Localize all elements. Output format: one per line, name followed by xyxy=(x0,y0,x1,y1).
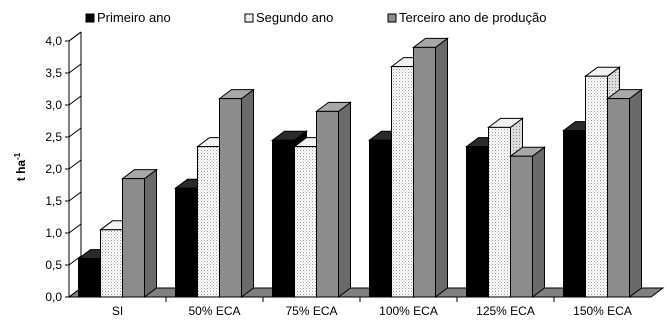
x-tick-label: 100% ECA xyxy=(379,304,438,318)
bar-front-face xyxy=(607,98,630,298)
x-tick-label: 50% ECA xyxy=(188,304,240,318)
bar-terceiro-ano xyxy=(606,88,643,298)
legend-swatch-segundo-ano xyxy=(244,13,254,23)
bar-side-face xyxy=(338,101,351,298)
y-axis-title: t ha-1 xyxy=(13,152,28,181)
bar-terceiro-ano xyxy=(121,168,158,298)
y-tick-label: 0,0 xyxy=(45,290,62,304)
y-depth-tick xyxy=(68,127,82,138)
x-tick-label: 125% ECA xyxy=(476,304,535,318)
labels: 0,0 0,5 1,0 1,5 2,0 2,5 3,0 3,5 4,0 SI 50% ECA 75% … xyxy=(45,34,632,318)
legend-label-primeiro-ano: Primeiro ano xyxy=(97,10,171,25)
bar-front-face xyxy=(316,110,339,298)
y-depth-tick xyxy=(68,255,82,266)
bar-front-face xyxy=(413,46,436,298)
legend-label-terceiro-ano: Terceiro ano de produção xyxy=(399,10,546,25)
bar-side-face xyxy=(629,88,642,298)
legend-swatch-primeiro-ano xyxy=(85,13,95,23)
x-tick-label: SI xyxy=(112,304,123,318)
bar-front-face xyxy=(272,139,295,298)
bar-side-face xyxy=(241,88,254,298)
bar-front-face xyxy=(563,130,586,298)
y-depth-tick xyxy=(68,63,82,74)
y-tick-label: 1,5 xyxy=(45,194,62,208)
x-tick-label: 75% ECA xyxy=(285,304,337,318)
y-depth-tick xyxy=(68,95,82,106)
bar-terceiro-ano xyxy=(315,101,352,298)
y-tick-label: 0,5 xyxy=(45,258,62,272)
y-depth-tick xyxy=(68,191,82,202)
y-tick-label: 2,0 xyxy=(45,162,62,176)
y-tick-label: 4,0 xyxy=(45,34,62,48)
bar-front-face xyxy=(294,146,317,298)
y-depth-tick xyxy=(68,159,82,170)
bar-front-face xyxy=(510,155,533,298)
bar-front-face xyxy=(466,146,489,298)
legend: Primeiro ano Segundo ano Terceiro ano de… xyxy=(85,10,546,25)
bar-front-face xyxy=(100,229,123,298)
bar-side-face xyxy=(144,168,157,298)
y-tick-label: 1,0 xyxy=(45,226,62,240)
bar-front-face xyxy=(175,187,198,298)
legend-label-segundo-ano: Segundo ano xyxy=(256,10,333,25)
bar-side-face xyxy=(435,37,448,298)
y-tick-label: 3,5 xyxy=(45,66,62,80)
bar-terceiro-ano xyxy=(218,88,255,298)
bar-front-face xyxy=(78,258,101,298)
bar-front-face xyxy=(122,178,145,298)
bar-front-face xyxy=(197,146,220,298)
bar-front-face xyxy=(369,139,392,298)
y-depth-tick xyxy=(68,223,82,234)
bar-front-face xyxy=(219,98,242,298)
bar-terceiro-ano xyxy=(509,146,546,298)
x-tick-label: 150% ECA xyxy=(573,304,632,318)
legend-swatch-terceiro-ano xyxy=(387,13,397,23)
bars xyxy=(77,37,643,298)
bar-terceiro-ano xyxy=(412,37,449,298)
bar-front-face xyxy=(585,75,608,298)
y-tick-label: 3,0 xyxy=(45,98,62,112)
bar-side-face xyxy=(532,146,545,298)
bar-front-face xyxy=(488,126,511,298)
y-depth-tick xyxy=(68,31,82,42)
y-tick-label: 2,5 xyxy=(45,130,62,144)
bar-front-face xyxy=(391,66,414,298)
